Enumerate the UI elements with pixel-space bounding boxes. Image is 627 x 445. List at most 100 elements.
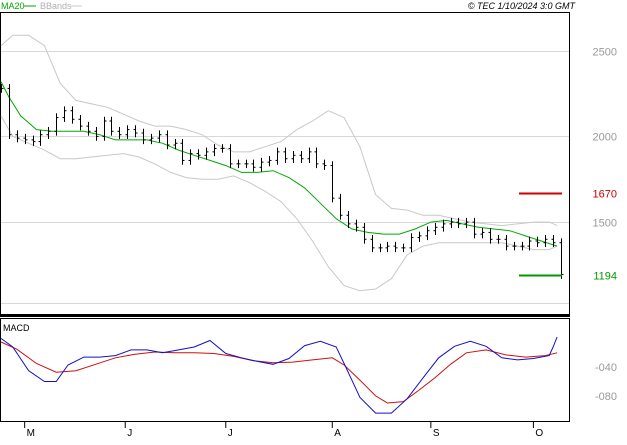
bband-lower-line xyxy=(0,115,558,292)
price-bar xyxy=(559,238,564,279)
price-bar xyxy=(362,223,367,244)
price-bar xyxy=(480,228,485,239)
price-bar xyxy=(196,149,201,160)
price-bar xyxy=(314,147,319,169)
price-bar xyxy=(472,217,477,239)
price-bar xyxy=(543,235,548,247)
month-label: M xyxy=(27,428,35,439)
price-bar xyxy=(299,151,304,163)
price-bar xyxy=(330,161,335,203)
price-bar xyxy=(291,151,296,163)
price-bar xyxy=(78,115,83,131)
price-bar xyxy=(283,147,288,163)
price-bar xyxy=(125,125,130,139)
price-bar xyxy=(488,228,493,244)
price-bar xyxy=(204,147,209,160)
price-bar xyxy=(188,149,193,165)
macd-ytick-label: -080 xyxy=(595,391,617,403)
macd-panel-label: MACD xyxy=(3,323,30,333)
price-bar xyxy=(307,147,312,163)
price-bar xyxy=(62,106,67,122)
price-bar xyxy=(133,125,138,138)
price-bar xyxy=(157,130,162,143)
macd-panel-frame xyxy=(0,318,570,422)
price-bar xyxy=(212,144,217,157)
price-bar xyxy=(535,236,540,247)
price-bar xyxy=(236,159,241,169)
price-bar xyxy=(275,147,280,165)
price-bar xyxy=(86,121,91,136)
price-ytick-label: 2000 xyxy=(593,132,617,144)
price-markers: 1670 1194 xyxy=(519,189,617,283)
price-bar xyxy=(496,235,501,244)
price-bar xyxy=(393,241,398,253)
price-bar xyxy=(220,144,225,153)
price-bar xyxy=(385,241,390,253)
price-bar xyxy=(228,144,233,169)
price-bar xyxy=(102,116,107,141)
price-bar xyxy=(94,127,99,141)
bband-upper-line xyxy=(0,34,558,227)
price-bar xyxy=(417,231,422,242)
price-bar xyxy=(527,236,532,251)
legend-ma20: MA20 xyxy=(1,1,25,11)
price-bar xyxy=(54,113,59,136)
price-bar xyxy=(409,233,414,253)
macd-ytick-label: -040 xyxy=(595,362,617,374)
price-bar xyxy=(244,159,249,169)
gridlines xyxy=(1,51,569,304)
price-ytick-label: 2500 xyxy=(593,47,617,59)
price-bar xyxy=(149,133,154,145)
support-marker-label: 1194 xyxy=(593,271,617,283)
price-bar xyxy=(370,235,375,253)
price-bar xyxy=(267,156,272,167)
price-bar xyxy=(456,217,461,229)
price-bar xyxy=(109,116,114,136)
month-label: J xyxy=(228,428,233,439)
month-label: A xyxy=(334,428,341,439)
legend-bbands: BBands xyxy=(40,1,72,11)
macd-signal-line xyxy=(0,341,558,404)
price-bar xyxy=(354,219,359,232)
price-bar xyxy=(7,84,12,139)
month-label: J xyxy=(127,428,132,439)
price-bar xyxy=(504,235,509,251)
price-bar xyxy=(520,241,525,251)
ma20-path xyxy=(0,81,558,247)
price-bar xyxy=(401,243,406,253)
price-bar xyxy=(15,130,20,143)
price-bar xyxy=(70,106,75,124)
credit-text: © TEC 1/10/2024 3:0 GMT xyxy=(468,1,577,11)
price-bar xyxy=(338,193,343,220)
price-bar xyxy=(512,241,517,251)
ma20-line xyxy=(0,81,558,247)
resistance-marker-label: 1670 xyxy=(593,189,617,201)
price-bar xyxy=(46,127,51,139)
price-bar xyxy=(464,217,469,229)
price-bar xyxy=(38,130,43,146)
price-bar xyxy=(441,219,446,232)
price-bar xyxy=(322,159,327,170)
price-bar xyxy=(425,226,430,241)
axis-labels: 2500 2000 1500 -040 -080 M J J A S O xyxy=(24,47,617,439)
price-panel-frame xyxy=(0,12,570,315)
macd-line xyxy=(0,336,558,414)
price-bar xyxy=(165,130,170,150)
price-bar xyxy=(0,84,4,93)
price-bar xyxy=(141,128,146,145)
price-bar xyxy=(378,243,383,253)
price-bar xyxy=(31,135,36,146)
price-bar xyxy=(251,159,256,172)
bollinger-bands xyxy=(0,34,558,292)
price-bar xyxy=(23,133,28,145)
price-bar xyxy=(551,235,556,247)
price-bar xyxy=(173,139,178,150)
price-bar xyxy=(180,139,185,165)
price-bar xyxy=(259,157,264,172)
month-label: O xyxy=(535,428,543,439)
price-ytick-label: 1500 xyxy=(593,218,617,230)
price-bar xyxy=(346,211,351,229)
price-bars xyxy=(0,84,564,279)
